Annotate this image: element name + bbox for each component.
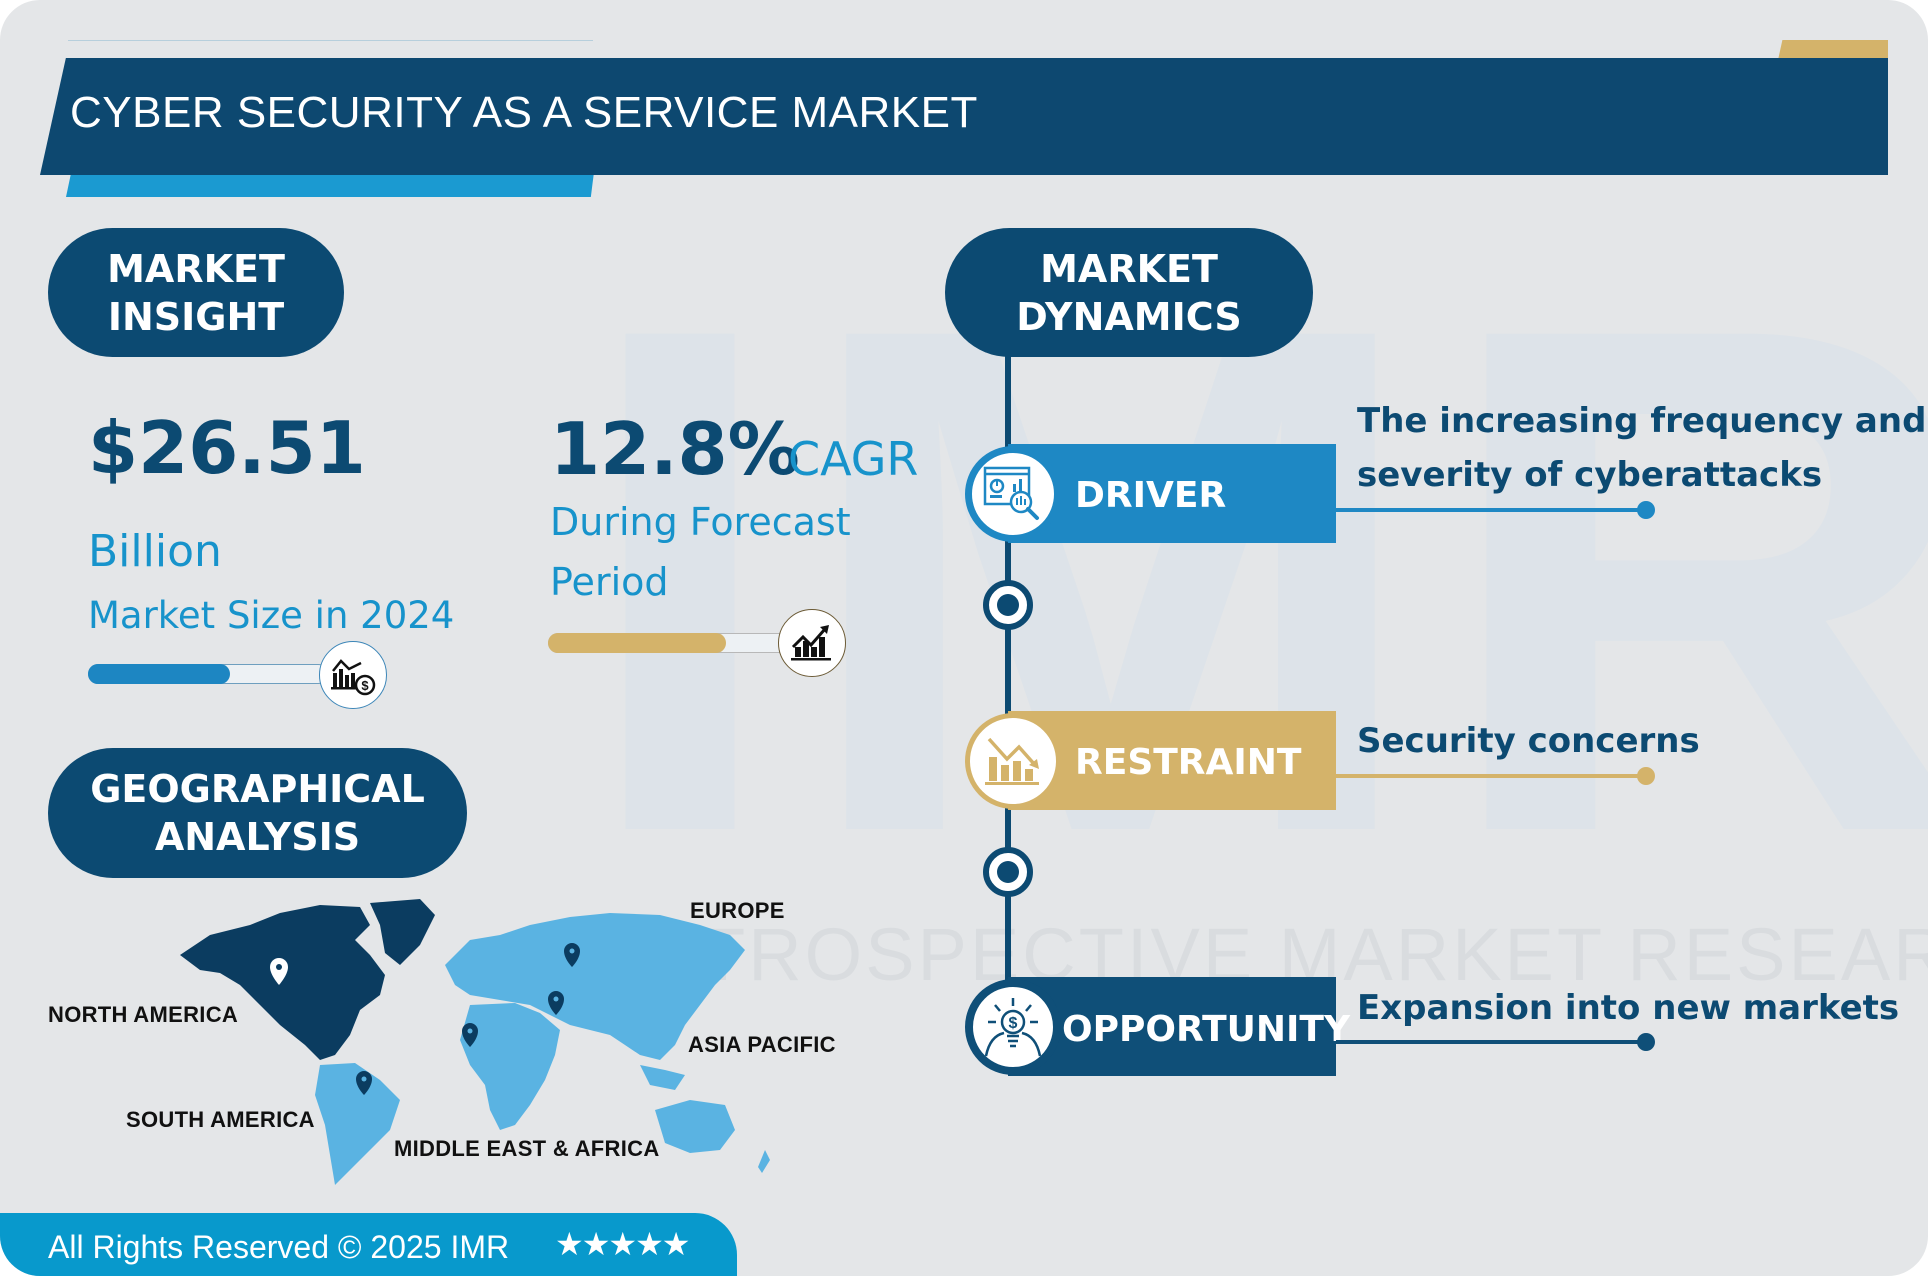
map-new-zealand [758, 1150, 770, 1173]
market-size-caption: Market Size in 2024 [88, 594, 455, 637]
opportunity-icon-badge: $ [965, 979, 1061, 1075]
timeline-node-1-dot [997, 594, 1019, 616]
driver-icon-badge [965, 446, 1061, 542]
map-pin-asia-pacific-icon [548, 991, 564, 1015]
map-africa [460, 1003, 560, 1130]
driver-connector [1336, 508, 1646, 512]
growth-chart-arrow-icon [791, 625, 831, 661]
market-insight-pill: MARKET INSIGHT [48, 228, 344, 357]
geographical-pill-line1: GEOGRAPHICAL [90, 767, 425, 811]
cagr-progress-fill [548, 633, 726, 653]
map-south-america [315, 1063, 400, 1185]
opportunity-connector-dot [1637, 1033, 1655, 1051]
timeline-node-2-dot [997, 861, 1019, 883]
opportunity-bar [1008, 977, 1336, 1076]
page-title: CYBER SECURITY AS A SERVICE MARKET [70, 88, 978, 137]
cagr-icon-badge [778, 609, 846, 677]
svg-text:$: $ [361, 678, 369, 693]
map-southeast-asia [640, 1065, 685, 1090]
driver-description-line1: The increasing frequency and [1357, 401, 1927, 441]
region-label-asia-pacific: ASIA PACIFIC [688, 1032, 836, 1057]
market-insight-pill-line1: MARKET [107, 246, 285, 291]
map-australia [655, 1100, 735, 1153]
dynamics-timeline [1005, 350, 1011, 990]
map-greenland [370, 899, 435, 965]
header-gold-tab [1778, 40, 1888, 60]
market-size-progress-fill [88, 664, 230, 684]
geographical-pill-line2: ANALYSIS [154, 815, 361, 859]
restraint-icon-badge [965, 713, 1061, 809]
footer-band: All Rights Reserved © 2025 IMR ★★★★★ [0, 1213, 737, 1276]
declining-chart-icon [985, 737, 1039, 785]
map-pin-middle-east-africa-icon [462, 1023, 478, 1047]
map-pin-europe-icon [564, 943, 580, 967]
region-label-europe: EUROPE [690, 898, 785, 923]
market-size-chart-dollar-icon: $ [331, 659, 376, 696]
market-size-unit: Billion [88, 526, 222, 577]
opportunity-connector [1336, 1040, 1646, 1044]
driver-description-line2: severity of cyberattacks [1357, 455, 1823, 495]
restraint-connector [1336, 774, 1646, 778]
cagr-caption-line2: Period [550, 560, 669, 604]
market-size-value: $26.51 [88, 406, 366, 490]
copyright-text: All Rights Reserved © 2025 IMR [48, 1229, 510, 1265]
opportunity-label: OPPORTUNITY [1062, 1009, 1351, 1050]
restraint-connector-dot [1637, 767, 1655, 785]
restraint-label: RESTRAINT [1075, 742, 1302, 783]
header-banner [40, 58, 1888, 175]
region-label-north-america: NORTH AMERICA [48, 1002, 239, 1027]
timeline-node-2 [983, 847, 1033, 897]
map-eurasia [445, 913, 745, 1060]
cagr-caption-line1: During Forecast [550, 500, 851, 544]
map-pin-south-america-icon [356, 1071, 372, 1095]
driver-label: DRIVER [1075, 475, 1227, 516]
opportunity-description: Expansion into new markets [1357, 988, 1900, 1028]
map-pin-north-america-icon [270, 958, 288, 985]
region-label-middle-east-africa: MIDDLE EAST & AFRICA [394, 1136, 660, 1161]
driver-connector-dot [1637, 501, 1655, 519]
header-blue-strip [66, 172, 594, 197]
geographical-analysis-pill: GEOGRAPHICAL ANALYSIS [48, 748, 467, 878]
cagr-label: CAGR [788, 432, 919, 486]
timeline-node-1 [983, 580, 1033, 630]
market-size-icon-badge: $ [319, 641, 387, 709]
restraint-description: Security concerns [1357, 721, 1700, 761]
restraint-bar [1008, 711, 1336, 810]
map-north-america [180, 905, 385, 1060]
dashboard-analysis-icon [983, 466, 1039, 520]
header-top-rule [68, 40, 593, 41]
cagr-value: 12.8% [550, 407, 800, 491]
world-map [180, 899, 770, 1185]
market-dynamics-pill-line1: MARKET [1040, 246, 1218, 291]
driver-bar [1008, 444, 1336, 543]
market-insight-pill-line2: INSIGHT [107, 294, 285, 339]
market-dynamics-pill: MARKET DYNAMICS [945, 228, 1313, 357]
lightbulb-dollar-icon: $ [984, 998, 1042, 1057]
rating-stars-icon: ★★★★★ [555, 1225, 690, 1263]
svg-text:$: $ [1009, 1015, 1018, 1032]
region-label-south-america: SOUTH AMERICA [126, 1107, 315, 1132]
market-dynamics-pill-line2: DYNAMICS [1016, 294, 1242, 339]
